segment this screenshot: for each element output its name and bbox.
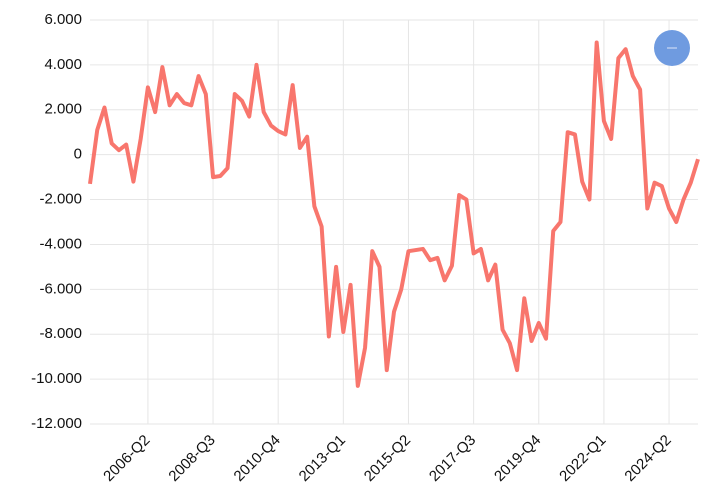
legend-toggle[interactable]	[654, 30, 690, 66]
y-tick-label: -2.000	[39, 191, 82, 208]
y-tick-label: -10.000	[31, 370, 82, 387]
x-tick-label: 2008-Q3	[165, 432, 218, 485]
plot-area	[88, 40, 700, 388]
y-tick-label: 2.000	[44, 101, 82, 118]
x-tick-label: 2024-Q2	[621, 432, 674, 485]
y-tick-label: 0	[74, 146, 82, 163]
y-tick-label: -6.000	[39, 280, 82, 297]
y-tick-label: -8.000	[39, 325, 82, 342]
x-tick-label: 2017-Q3	[426, 432, 479, 485]
y-tick-label: -12.000	[31, 415, 82, 432]
x-tick-label: 2013-Q1	[296, 432, 349, 485]
x-tick-label: 2015-Q2	[361, 432, 414, 485]
x-tick-label: 2010-Q4	[231, 432, 284, 485]
grid	[90, 19, 698, 425]
x-tick-label: 2006-Q2	[100, 432, 153, 485]
y-tick-label: 6.000	[44, 11, 82, 28]
x-tick-label: 2022-Q1	[556, 432, 609, 485]
y-tick-label: -4.000	[39, 235, 82, 252]
x-tick-label: 2019-Q4	[491, 432, 544, 485]
data-line	[88, 40, 700, 388]
y-tick-label: 4.000	[44, 56, 82, 73]
